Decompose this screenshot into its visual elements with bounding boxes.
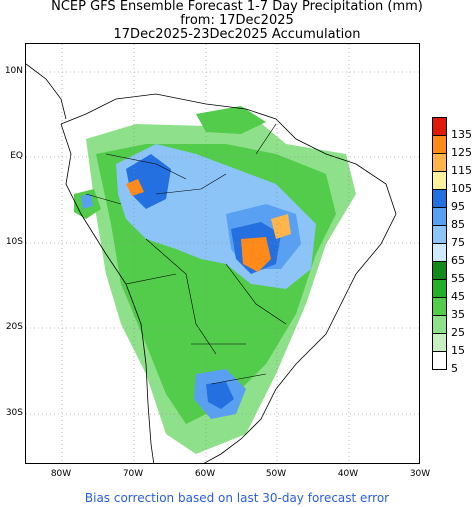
- legend-label: 125: [451, 146, 472, 159]
- precip-green-north: [196, 106, 266, 134]
- legend-label: 25: [451, 326, 465, 339]
- legend-swatch: [432, 225, 447, 244]
- legend-swatch: [432, 117, 447, 136]
- lon-label-50w: 50W: [265, 469, 287, 479]
- legend-swatch: [432, 279, 447, 298]
- legend-swatch: [432, 189, 447, 208]
- legend-label: 15: [451, 344, 465, 357]
- legend-swatch: [432, 297, 447, 316]
- lat-label-30s: 30S: [5, 408, 23, 418]
- bias-correction-note: Bias correction based on last 30-day for…: [84, 491, 390, 505]
- lon-label-60w: 60W: [194, 469, 216, 479]
- lon-label-30w: 30W: [409, 469, 431, 479]
- precip-blue-deep-west: [126, 154, 171, 209]
- legend-label: 55: [451, 272, 465, 285]
- precip-blue-deep-southeast: [206, 382, 234, 409]
- precip-shading: [74, 106, 356, 454]
- legend-swatch: [432, 333, 447, 352]
- legend-label: 5: [451, 362, 458, 375]
- color-legend: [432, 117, 447, 370]
- country-borders: [85, 123, 287, 385]
- precip-blue-small-west: [81, 194, 93, 209]
- map-subtitle-date: from: 17Dec2025: [180, 13, 294, 28]
- lon-label-80w: 80W: [50, 469, 72, 479]
- legend-swatch: [432, 261, 447, 280]
- precip-orange-core: [241, 237, 271, 272]
- legend-label: 105: [451, 182, 472, 195]
- lat-label-10n: 10N: [4, 66, 23, 76]
- central-america-coast: [26, 63, 67, 120]
- legend-label: 95: [451, 200, 465, 213]
- legend-label: 45: [451, 290, 465, 303]
- precip-yellow-ne: [271, 214, 291, 239]
- lon-label-70w: 70W: [122, 469, 144, 479]
- legend-swatch: [432, 315, 447, 334]
- legend-swatch: [432, 207, 447, 226]
- legend-label: 65: [451, 254, 465, 267]
- precip-orange-west: [126, 179, 144, 196]
- map-subtitle-period: 17Dec2025-23Dec2025 Accumulation: [113, 27, 361, 42]
- map-canvas: [26, 44, 419, 463]
- map-title: NCEP GFS Ensemble Forecast 1-7 Day Preci…: [51, 0, 423, 14]
- lon-label-40w: 40W: [337, 469, 359, 479]
- legend-swatch: [432, 243, 447, 262]
- legend-swatch: [432, 351, 447, 370]
- legend-swatch: [432, 135, 447, 154]
- legend-swatch: [432, 171, 447, 190]
- lat-label-20s: 20S: [5, 322, 23, 332]
- coastlines: [26, 63, 397, 463]
- lat-label-eq: EQ: [10, 151, 23, 161]
- lat-label-10s: 10S: [5, 237, 23, 247]
- legend-label: 135: [451, 128, 472, 141]
- legend-label: 75: [451, 236, 465, 249]
- legend-swatch: [432, 153, 447, 172]
- legend-label: 85: [451, 218, 465, 231]
- legend-label: 35: [451, 308, 465, 321]
- precipitation-map: [25, 43, 420, 464]
- legend-label: 115: [451, 164, 472, 177]
